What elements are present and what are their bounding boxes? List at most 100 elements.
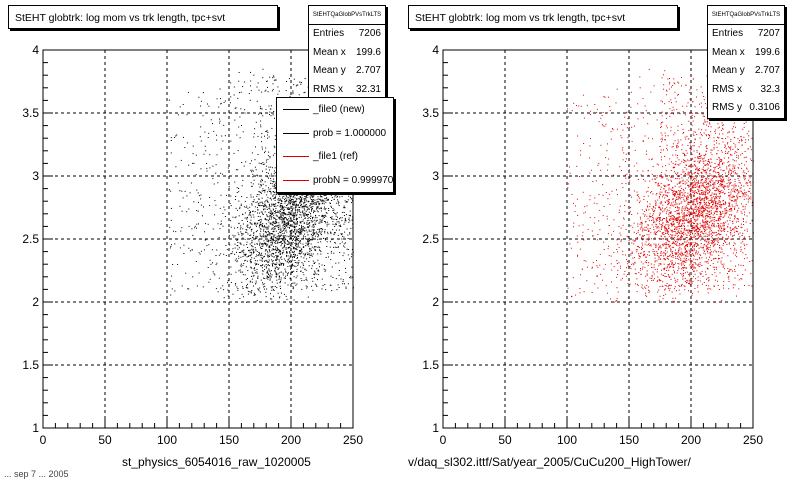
scatter-point: [244, 274, 246, 276]
scatter-point: [254, 159, 256, 161]
scatter-point: [286, 192, 288, 194]
scatter-point: [275, 188, 277, 190]
scatter-point: [282, 197, 284, 199]
scatter-point: [288, 213, 290, 215]
scatter-point: [301, 251, 303, 253]
scatter-point: [276, 248, 278, 250]
scatter-point: [247, 220, 248, 222]
scatter-point: [325, 201, 327, 203]
scatter-point: [696, 177, 698, 179]
scatter-point: [342, 211, 344, 213]
scatter-point: [274, 117, 275, 119]
scatter-point: [686, 207, 688, 209]
scatter-point: [714, 257, 716, 259]
scatter-point: [706, 206, 708, 208]
scatter-point: [280, 218, 282, 220]
scatter-point: [286, 231, 288, 233]
scatter-point: [299, 233, 301, 235]
scatter-point: [205, 239, 207, 241]
scatter-point: [349, 214, 351, 216]
scatter-point: [276, 192, 278, 194]
scatter-point: [289, 195, 291, 197]
scatter-point: [320, 220, 322, 222]
scatter-point: [260, 201, 262, 203]
scatter-point: [705, 186, 707, 188]
scatter-point: [726, 182, 728, 184]
scatter-point: [702, 158, 704, 160]
scatter-point: [335, 242, 337, 244]
scatter-point: [668, 213, 670, 215]
scatter-point: [264, 250, 266, 252]
scatter-point: [710, 174, 712, 176]
scatter-point: [335, 194, 337, 196]
scatter-point: [249, 212, 251, 214]
left-stats-box[interactable]: StEHTQaGlobPVsTrkLTS Entries 7206 Mean x…: [308, 5, 386, 100]
scatter-point: [333, 246, 335, 248]
scatter-point: [685, 219, 687, 221]
scatter-point: [677, 129, 679, 131]
scatter-point: [298, 261, 300, 263]
scatter-point: [690, 193, 692, 194]
scatter-point: [672, 255, 674, 256]
scatter-point: [269, 239, 271, 241]
scatter-point: [219, 207, 221, 209]
scatter-point: [236, 192, 238, 193]
scatter-point: [177, 182, 179, 184]
scatter-point: [338, 274, 340, 276]
scatter-point: [295, 207, 296, 209]
scatter-point: [296, 84, 298, 86]
scatter-point: [266, 206, 268, 208]
scatter-point: [255, 301, 257, 303]
scatter-point: [700, 160, 702, 162]
scatter-point: [316, 219, 318, 221]
scatter-point: [247, 216, 248, 218]
scatter-point: [308, 229, 310, 231]
scatter-point: [305, 217, 307, 219]
scatter-point: [285, 277, 286, 279]
scatter-point: [291, 229, 293, 231]
scatter-point: [746, 215, 748, 217]
scatter-point: [209, 205, 211, 207]
scatter-point: [272, 75, 274, 77]
scatter-point: [270, 270, 272, 272]
scatter-point: [272, 209, 274, 211]
scatter-point: [707, 201, 709, 203]
scatter-point: [294, 197, 296, 199]
scatter-point: [304, 230, 306, 232]
scatter-point: [683, 132, 685, 133]
scatter-point: [239, 298, 241, 299]
legend-box[interactable]: _file0 (new) prob = 1.000000 _file1 (ref…: [276, 97, 394, 193]
scatter-point: [253, 248, 254, 250]
scatter-point: [731, 196, 733, 198]
scatter-point: [313, 277, 315, 279]
scatter-point: [749, 180, 751, 182]
scatter-point: [635, 273, 637, 275]
scatter-point: [271, 183, 273, 185]
scatter-point: [218, 277, 220, 279]
scatter-point: [294, 232, 296, 234]
scatter-point: [312, 196, 314, 198]
scatter-point: [351, 249, 353, 250]
scatter-point: [666, 94, 667, 96]
scatter-point: [723, 216, 725, 218]
scatter-point: [295, 85, 297, 87]
scatter-point: [284, 209, 285, 211]
scatter-point: [308, 242, 310, 244]
scatter-point: [284, 282, 286, 284]
scatter-point: [734, 271, 736, 272]
scatter-point: [309, 194, 311, 196]
scatter-point: [196, 210, 198, 212]
scatter-point: [289, 234, 291, 236]
scatter-point: [680, 85, 682, 87]
scatter-point: [307, 240, 308, 242]
scatter-point: [263, 163, 265, 165]
scatter-point: [670, 279, 672, 280]
scatter-point: [266, 254, 268, 256]
scatter-point: [269, 114, 270, 115]
scatter-point: [270, 209, 272, 211]
scatter-point: [255, 235, 257, 237]
scatter-point: [254, 243, 256, 245]
scatter-point: [341, 241, 343, 243]
scatter-point: [586, 104, 588, 106]
scatter-point: [261, 133, 263, 135]
